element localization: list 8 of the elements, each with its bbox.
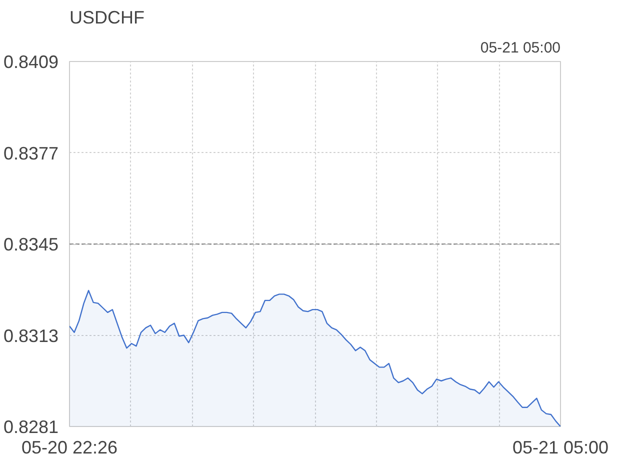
y-tick-label: 0.8377	[3, 143, 59, 164]
y-tick-label: 0.8313	[3, 326, 59, 346]
y-tick-label: 0.8409	[3, 52, 59, 72]
y-tick-label: 0.8281	[3, 417, 59, 437]
x-tick-label: 05-20 22:26	[21, 438, 118, 458]
text: 05-21 05:00	[480, 40, 561, 56]
chart-title: USDCHF	[70, 8, 144, 28]
y-tick-label: 0.8345	[3, 234, 59, 254]
